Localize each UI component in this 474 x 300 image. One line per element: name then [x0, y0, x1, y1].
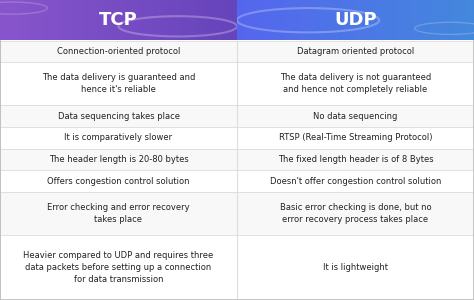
Bar — [0, 40, 237, 62]
Text: TCP: TCP — [99, 11, 138, 29]
Bar — [237, 62, 474, 105]
Text: RTSP (Real-Time Streaming Protocol): RTSP (Real-Time Streaming Protocol) — [279, 133, 432, 142]
Text: Connection-oriented protocol: Connection-oriented protocol — [57, 47, 180, 56]
Text: Heavier compared to UDP and requires three
data packets before setting up a conn: Heavier compared to UDP and requires thr… — [23, 251, 214, 284]
Bar — [237, 192, 474, 235]
Bar — [237, 40, 474, 62]
Bar — [237, 148, 474, 170]
Bar — [0, 148, 237, 170]
Text: The data delivery is guaranteed and
hence it's reliable: The data delivery is guaranteed and henc… — [42, 73, 195, 94]
Bar — [0, 192, 237, 235]
Bar — [0, 235, 237, 300]
Bar — [0, 105, 237, 127]
Text: It is comparatively slower: It is comparatively slower — [64, 133, 173, 142]
Bar — [0, 127, 237, 148]
Text: Doesn't offer congestion control solution: Doesn't offer congestion control solutio… — [270, 177, 441, 186]
Text: UDP: UDP — [334, 11, 377, 29]
Bar — [0, 170, 237, 192]
Text: It is lightweight: It is lightweight — [323, 263, 388, 272]
Bar — [237, 105, 474, 127]
Text: No data sequencing: No data sequencing — [313, 112, 398, 121]
Text: The header length is 20-80 bytes: The header length is 20-80 bytes — [49, 155, 188, 164]
Text: Datagram oriented protocol: Datagram oriented protocol — [297, 47, 414, 56]
Bar — [237, 170, 474, 192]
Text: Error checking and error recovery
takes place: Error checking and error recovery takes … — [47, 203, 190, 224]
Bar — [237, 235, 474, 300]
Text: Data sequencing takes place: Data sequencing takes place — [57, 112, 180, 121]
Bar — [237, 127, 474, 148]
Text: Offers congestion control solution: Offers congestion control solution — [47, 177, 190, 186]
Bar — [0, 62, 237, 105]
Text: The data delivery is not guaranteed
and hence not completely reliable: The data delivery is not guaranteed and … — [280, 73, 431, 94]
Text: The fixed length header is of 8 Bytes: The fixed length header is of 8 Bytes — [278, 155, 433, 164]
Text: Basic error checking is done, but no
error recovery process takes place: Basic error checking is done, but no err… — [280, 203, 431, 224]
